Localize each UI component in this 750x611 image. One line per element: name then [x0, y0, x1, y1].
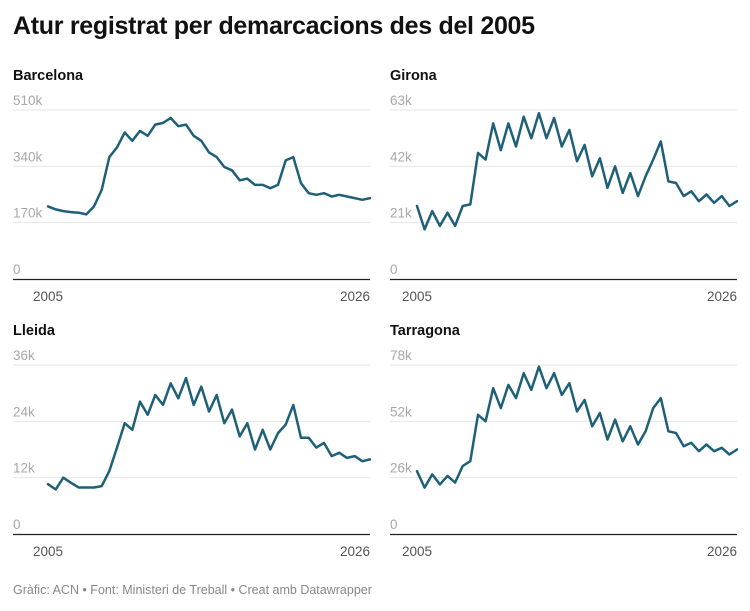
y-tick-label: 0 — [390, 517, 398, 532]
x-tick-label: 2005 — [402, 289, 432, 304]
x-tick-label: 2026 — [707, 289, 737, 304]
y-tick-label: 52k — [390, 404, 412, 419]
y-tick-label: 63k — [390, 93, 412, 108]
y-tick-label: 21k — [390, 206, 412, 221]
y-tick-label: 0 — [13, 517, 21, 532]
x-tick-label: 2026 — [340, 289, 370, 304]
panel-title: Girona — [390, 68, 438, 84]
series-line-girona — [415, 111, 739, 231]
x-tick-label: 2026 — [707, 544, 737, 559]
y-tick-label: 0 — [13, 262, 21, 277]
y-tick-label: 42k — [390, 149, 412, 164]
y-tick-label: 340k — [13, 149, 43, 164]
y-tick-label: 24k — [13, 404, 35, 419]
x-tick-label: 2026 — [340, 544, 370, 559]
panel-title: Barcelona — [13, 68, 84, 84]
panel-title: Lleida — [13, 323, 56, 339]
y-tick-label: 26k — [390, 461, 412, 476]
series-line-lleida — [46, 376, 372, 491]
y-tick-label: 12k — [13, 461, 35, 476]
x-tick-label: 2005 — [33, 544, 63, 559]
series-line-barcelona — [46, 116, 372, 216]
y-tick-label: 170k — [13, 206, 43, 221]
y-tick-label: 0 — [390, 262, 398, 277]
x-tick-label: 2005 — [402, 544, 432, 559]
y-tick-label: 510k — [13, 93, 43, 108]
chart-title: Atur registrat per demarcacions des del … — [13, 12, 535, 40]
panel-title: Tarragona — [390, 323, 461, 339]
footer-credits: Gràfic: ACN • Font: Ministeri de Treball… — [13, 583, 372, 597]
x-tick-label: 2005 — [33, 289, 63, 304]
series-line-tarragona — [415, 365, 739, 489]
y-tick-label: 36k — [13, 348, 35, 363]
y-tick-label: 78k — [390, 348, 412, 363]
